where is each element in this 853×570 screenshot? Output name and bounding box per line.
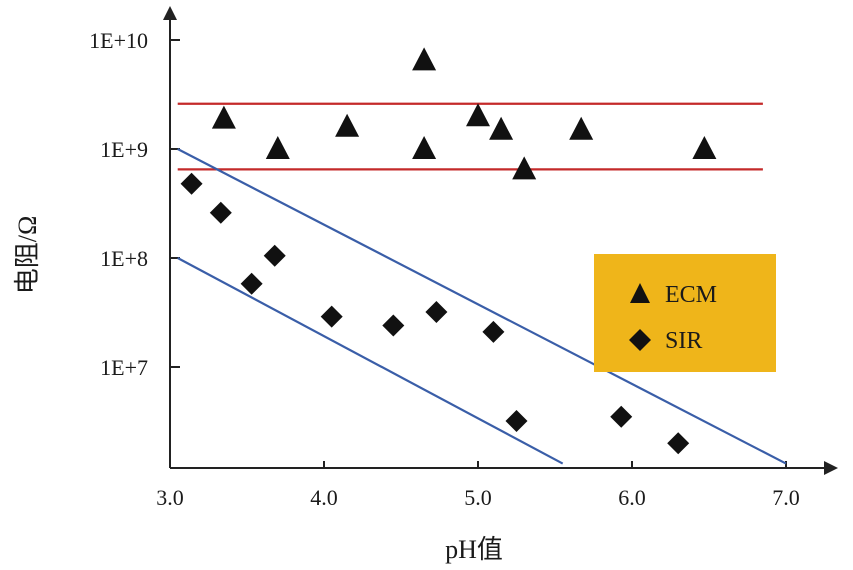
sir-point — [482, 320, 505, 343]
y-tick-label: 1E+9 — [100, 137, 148, 162]
sir-point — [667, 432, 690, 455]
sir-point — [610, 405, 633, 428]
y-axis-title: 电阻/Ω — [13, 216, 42, 295]
y-axis-arrow — [163, 6, 177, 20]
sir-point — [320, 305, 343, 328]
y-tick-label: 1E+8 — [100, 246, 148, 271]
legend-ecm-label: ECM — [665, 282, 717, 308]
x-tick-label: 6.0 — [618, 485, 646, 510]
legend-sir-marker — [629, 329, 651, 351]
sir-point — [180, 172, 203, 195]
x-tick-label: 4.0 — [310, 485, 338, 510]
axes — [163, 6, 838, 475]
x-axis-arrow — [824, 461, 838, 475]
reference-lines — [177, 102, 787, 465]
ecm-point — [412, 136, 437, 159]
ecm-point — [211, 105, 236, 129]
sir-point — [240, 272, 263, 295]
ecm-point — [466, 103, 490, 127]
x-tick-label: 3.0 — [156, 485, 184, 510]
ecm-point — [335, 113, 360, 137]
ecm-point — [412, 47, 437, 71]
sir-point — [382, 314, 405, 337]
sir-point — [505, 409, 528, 432]
blue-trend-line — [177, 148, 787, 465]
ecm-point — [692, 136, 717, 159]
ecm-point — [265, 136, 290, 159]
ecm-point — [489, 116, 514, 140]
sir-point — [209, 201, 232, 224]
y-tick-label: 1E+7 — [100, 355, 148, 380]
ecm-point — [512, 156, 537, 180]
sir-point — [425, 300, 448, 323]
data-points — [180, 47, 717, 455]
x-tick-label: 5.0 — [464, 485, 492, 510]
sir-point — [263, 244, 286, 267]
x-tick-label: 7.0 — [772, 485, 800, 510]
legend-ecm-marker — [630, 283, 650, 303]
x-axis-title: pH值 — [445, 535, 503, 564]
ecm-point — [569, 116, 594, 140]
legend-box — [594, 254, 776, 372]
blue-trend-line — [177, 257, 564, 465]
legend-sir-label: SIR — [665, 328, 702, 354]
x-ticks: 3.0 4.0 5.0 6.0 7.0 — [156, 461, 800, 510]
legend: ECM SIR — [594, 254, 776, 372]
y-ticks: 1E+7 1E+8 1E+9 1E+10 — [89, 28, 180, 380]
y-tick-label: 1E+10 — [89, 28, 148, 53]
